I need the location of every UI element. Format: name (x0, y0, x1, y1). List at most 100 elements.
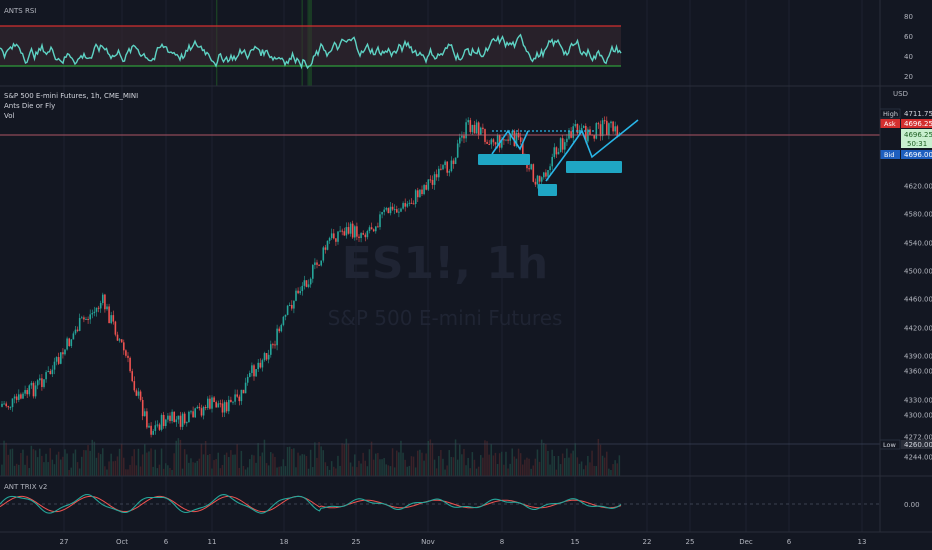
candle-body (127, 355, 129, 358)
volume-bar (377, 453, 379, 476)
price-pane[interactable]: ES1!, 1h S&P 500 E-mini Futures S&P 500 … (0, 90, 932, 476)
swing-line-left[interactable] (491, 129, 529, 155)
support-box-right[interactable] (566, 161, 622, 173)
candle-body (536, 175, 539, 185)
volume-bars (1, 438, 621, 476)
candle-body (576, 124, 579, 134)
candle-body (295, 290, 297, 301)
candle-body (375, 226, 377, 232)
candle-body (240, 389, 243, 402)
time-axis[interactable]: 27 Oct 6 11 18 25 Nov 8 15 22 25 Dec 6 13 (60, 538, 867, 546)
volume-bar (543, 442, 545, 476)
candle-body (265, 353, 268, 360)
candle-body (534, 181, 537, 185)
candle-body (490, 139, 493, 145)
candle-body (492, 139, 495, 143)
volume-bar (39, 448, 41, 476)
volume-bar (125, 469, 127, 476)
volume-bar (358, 460, 360, 476)
candle-body (444, 161, 446, 166)
candle-body (39, 378, 41, 381)
volume-bar (225, 452, 228, 476)
candle-body (608, 123, 610, 136)
candle-body (438, 168, 440, 178)
candle-body (538, 175, 541, 182)
candle-body (230, 399, 232, 403)
low-value: 4260.00 (904, 441, 932, 449)
volume-bar (28, 468, 30, 476)
bid-tag-label: Bid (884, 151, 894, 159)
candle-body (135, 390, 138, 396)
candle-body (9, 407, 12, 409)
trix-pane[interactable]: ANT TRIX v2 0.00 (0, 483, 920, 514)
support-box-left[interactable] (478, 154, 530, 165)
support-box-low[interactable] (538, 184, 557, 196)
volume-bar (421, 452, 423, 476)
symbol-title[interactable]: S&P 500 E-mini Futures, 1h, CME_MINI (4, 92, 138, 100)
volume-bar (24, 464, 26, 476)
indicator-label-ants[interactable]: Ants Die or Fly (4, 102, 55, 110)
low-value-box (901, 440, 932, 449)
candle-body (95, 307, 98, 312)
volume-bar (89, 450, 91, 476)
volume-bar (459, 444, 461, 476)
volume-bar (232, 454, 234, 476)
volume-bar (64, 449, 66, 476)
volume-bar (440, 450, 442, 476)
candle-body (513, 130, 516, 147)
volume-bar (408, 465, 411, 476)
candle-body (446, 161, 448, 173)
volume-bar (49, 448, 51, 476)
candle-body (274, 344, 276, 346)
volume-bar (131, 456, 133, 476)
indicator-label-vol[interactable]: Vol (4, 112, 15, 120)
candle-body (509, 135, 511, 141)
volume-bar (551, 449, 553, 476)
volume-bar (360, 463, 362, 476)
candle-body (448, 171, 451, 173)
volume-bar (305, 455, 308, 476)
volume-bar (496, 464, 499, 476)
candle-body (74, 329, 77, 334)
volume-bar (517, 448, 520, 476)
volume-bar (3, 440, 5, 476)
volume-bar (57, 451, 60, 476)
countdown-value: 50:31 (907, 140, 927, 148)
volume-bar (467, 457, 469, 476)
volume-bar (97, 452, 100, 476)
price-axis[interactable]: USD 4620.00 4580.00 4540.00 4500.00 4460.00 4… (893, 90, 932, 462)
candle-body (141, 399, 144, 417)
volume-bar (68, 469, 70, 476)
candle-body (139, 391, 142, 400)
candle-body (328, 238, 331, 241)
volume-bar (545, 444, 547, 476)
candle-body (393, 209, 396, 211)
candle-body (45, 372, 47, 380)
swing-line-right[interactable] (545, 119, 639, 182)
candle-body (34, 385, 37, 397)
candle-body (456, 143, 459, 158)
volume-bar (559, 464, 562, 476)
candle-body (307, 284, 310, 287)
candle-body (263, 353, 266, 361)
price-tick: 4460.00 (904, 296, 932, 304)
volume-bar (240, 450, 243, 476)
candle-body (309, 278, 312, 285)
rsi-pane[interactable]: ANTS RSI 80 60 40 20 (0, 0, 913, 86)
candles (1, 116, 621, 438)
candle-body (519, 137, 522, 142)
candle-body (314, 262, 316, 266)
volume-bar (261, 452, 264, 476)
volume-bar (106, 469, 108, 476)
candle-body (99, 303, 102, 309)
volume-bar (297, 452, 299, 476)
candle-body (360, 233, 362, 239)
candle-body (574, 124, 577, 127)
volume-bar (442, 458, 444, 476)
price-tick: 4300.00 (904, 412, 932, 420)
volume-bar (501, 451, 503, 476)
volume-bar (276, 467, 278, 476)
candle-body (547, 170, 549, 177)
volume-bar (257, 443, 259, 476)
